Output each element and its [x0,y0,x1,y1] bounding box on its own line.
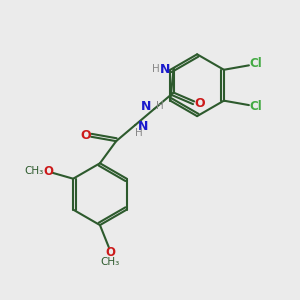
Text: CH₃: CH₃ [100,257,120,268]
Text: N: N [160,62,170,76]
Text: N: N [141,100,152,113]
Text: H: H [135,128,143,138]
Text: CH₃: CH₃ [25,166,44,176]
Text: H: H [156,101,164,111]
Text: O: O [43,165,53,178]
Text: O: O [194,97,205,110]
Text: O: O [80,129,91,142]
Text: Cl: Cl [249,57,262,70]
Text: O: O [105,246,115,259]
Text: H: H [152,64,160,74]
Text: N: N [138,120,149,133]
Text: Cl: Cl [249,100,262,113]
